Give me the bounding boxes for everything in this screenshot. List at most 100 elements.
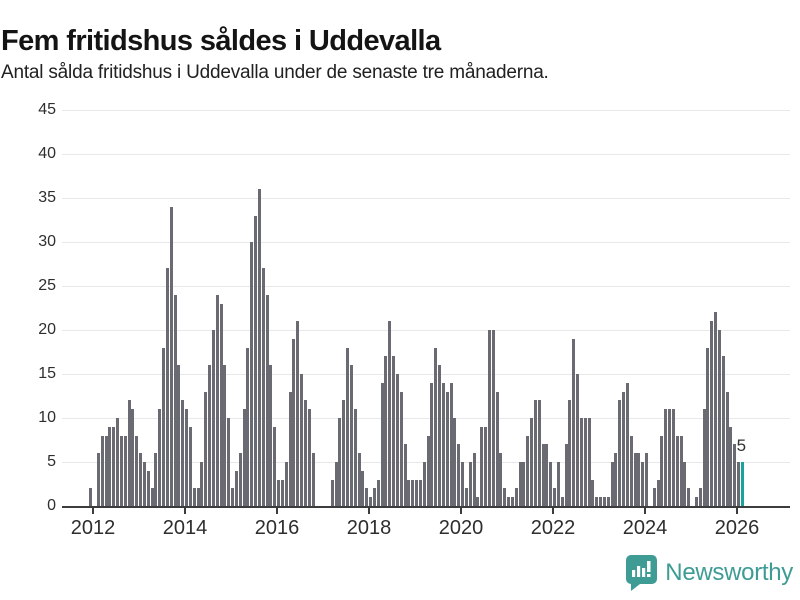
bar [303, 400, 307, 506]
bar [514, 488, 518, 506]
y-axis-label-25: 25 [38, 277, 56, 294]
bar [231, 488, 235, 506]
bar [296, 321, 300, 506]
bar [280, 479, 284, 506]
bar [204, 391, 208, 506]
bar [441, 382, 445, 506]
bar [568, 400, 572, 506]
bar [269, 365, 273, 506]
bar [376, 479, 380, 506]
bar [227, 418, 231, 506]
gridline-y-40 [62, 154, 790, 155]
bar [292, 338, 296, 506]
bar [284, 462, 288, 506]
gridline-y-10 [62, 418, 790, 419]
bar [353, 409, 357, 506]
x-axis-label-2024: 2024 [622, 517, 668, 539]
bar [208, 365, 212, 506]
bar [725, 391, 729, 506]
bar [403, 444, 407, 506]
bar [372, 488, 376, 506]
bar [123, 435, 127, 506]
bar [330, 479, 334, 506]
bar [533, 400, 537, 506]
bar [472, 453, 476, 506]
bar [246, 347, 250, 506]
gridline-y-15 [62, 374, 790, 375]
bar [480, 426, 484, 506]
bar [288, 391, 292, 506]
x-axis-label-2014: 2014 [162, 517, 208, 539]
bar [717, 330, 721, 506]
x-tick-2018 [368, 508, 370, 514]
bar [96, 453, 100, 506]
bar [173, 294, 177, 506]
bar [219, 303, 223, 506]
bar [694, 497, 698, 506]
bar [622, 391, 626, 506]
bar [411, 479, 415, 506]
bar [234, 470, 238, 506]
y-axis-label-20: 20 [38, 321, 56, 338]
bar [625, 382, 629, 506]
gridline-y-5 [62, 462, 790, 463]
bar [388, 321, 392, 506]
bar [668, 409, 672, 506]
bar [503, 488, 507, 506]
bar [181, 400, 185, 506]
bar [242, 409, 246, 506]
bar [135, 435, 139, 506]
x-tick-2020 [460, 508, 462, 514]
bar [215, 294, 219, 506]
bar [369, 497, 373, 506]
bar [392, 356, 396, 506]
bar [200, 462, 204, 506]
bar [211, 330, 215, 506]
bar [449, 382, 453, 506]
bar [100, 435, 104, 506]
bar [510, 497, 514, 506]
bar [169, 206, 173, 506]
bar [560, 497, 564, 506]
bar [434, 347, 438, 506]
bar [445, 391, 449, 506]
bar [127, 400, 131, 506]
bar [361, 470, 365, 506]
bar [553, 488, 557, 506]
bar [698, 488, 702, 506]
bar [119, 435, 123, 506]
y-axis-label-10: 10 [38, 409, 56, 426]
gridline-y-45 [62, 110, 790, 111]
bar [610, 462, 614, 506]
bar [146, 470, 150, 506]
bar [614, 453, 618, 506]
bar [162, 347, 166, 506]
x-axis-label-2026: 2026 [714, 517, 760, 539]
bar [576, 374, 580, 506]
x-axis-label-2018: 2018 [346, 517, 392, 539]
bar [300, 374, 304, 506]
bar [579, 418, 583, 506]
bar [564, 444, 568, 506]
bar [572, 338, 576, 506]
bar [637, 453, 641, 506]
bar [645, 453, 649, 506]
bar [346, 347, 350, 506]
bar [112, 426, 116, 506]
x-tick-2024 [644, 508, 646, 514]
bar [461, 462, 465, 506]
y-axis-label-0: 0 [47, 497, 56, 514]
bar [629, 435, 633, 506]
bar [422, 462, 426, 506]
bar [384, 356, 388, 506]
bar [652, 488, 656, 506]
bar [656, 479, 660, 506]
bar [549, 462, 553, 506]
bar [311, 453, 315, 506]
bar [438, 365, 442, 506]
bar [683, 462, 687, 506]
y-axis-label-45: 45 [38, 101, 56, 118]
bar [545, 444, 549, 506]
bar [418, 479, 422, 506]
bar [537, 400, 541, 506]
